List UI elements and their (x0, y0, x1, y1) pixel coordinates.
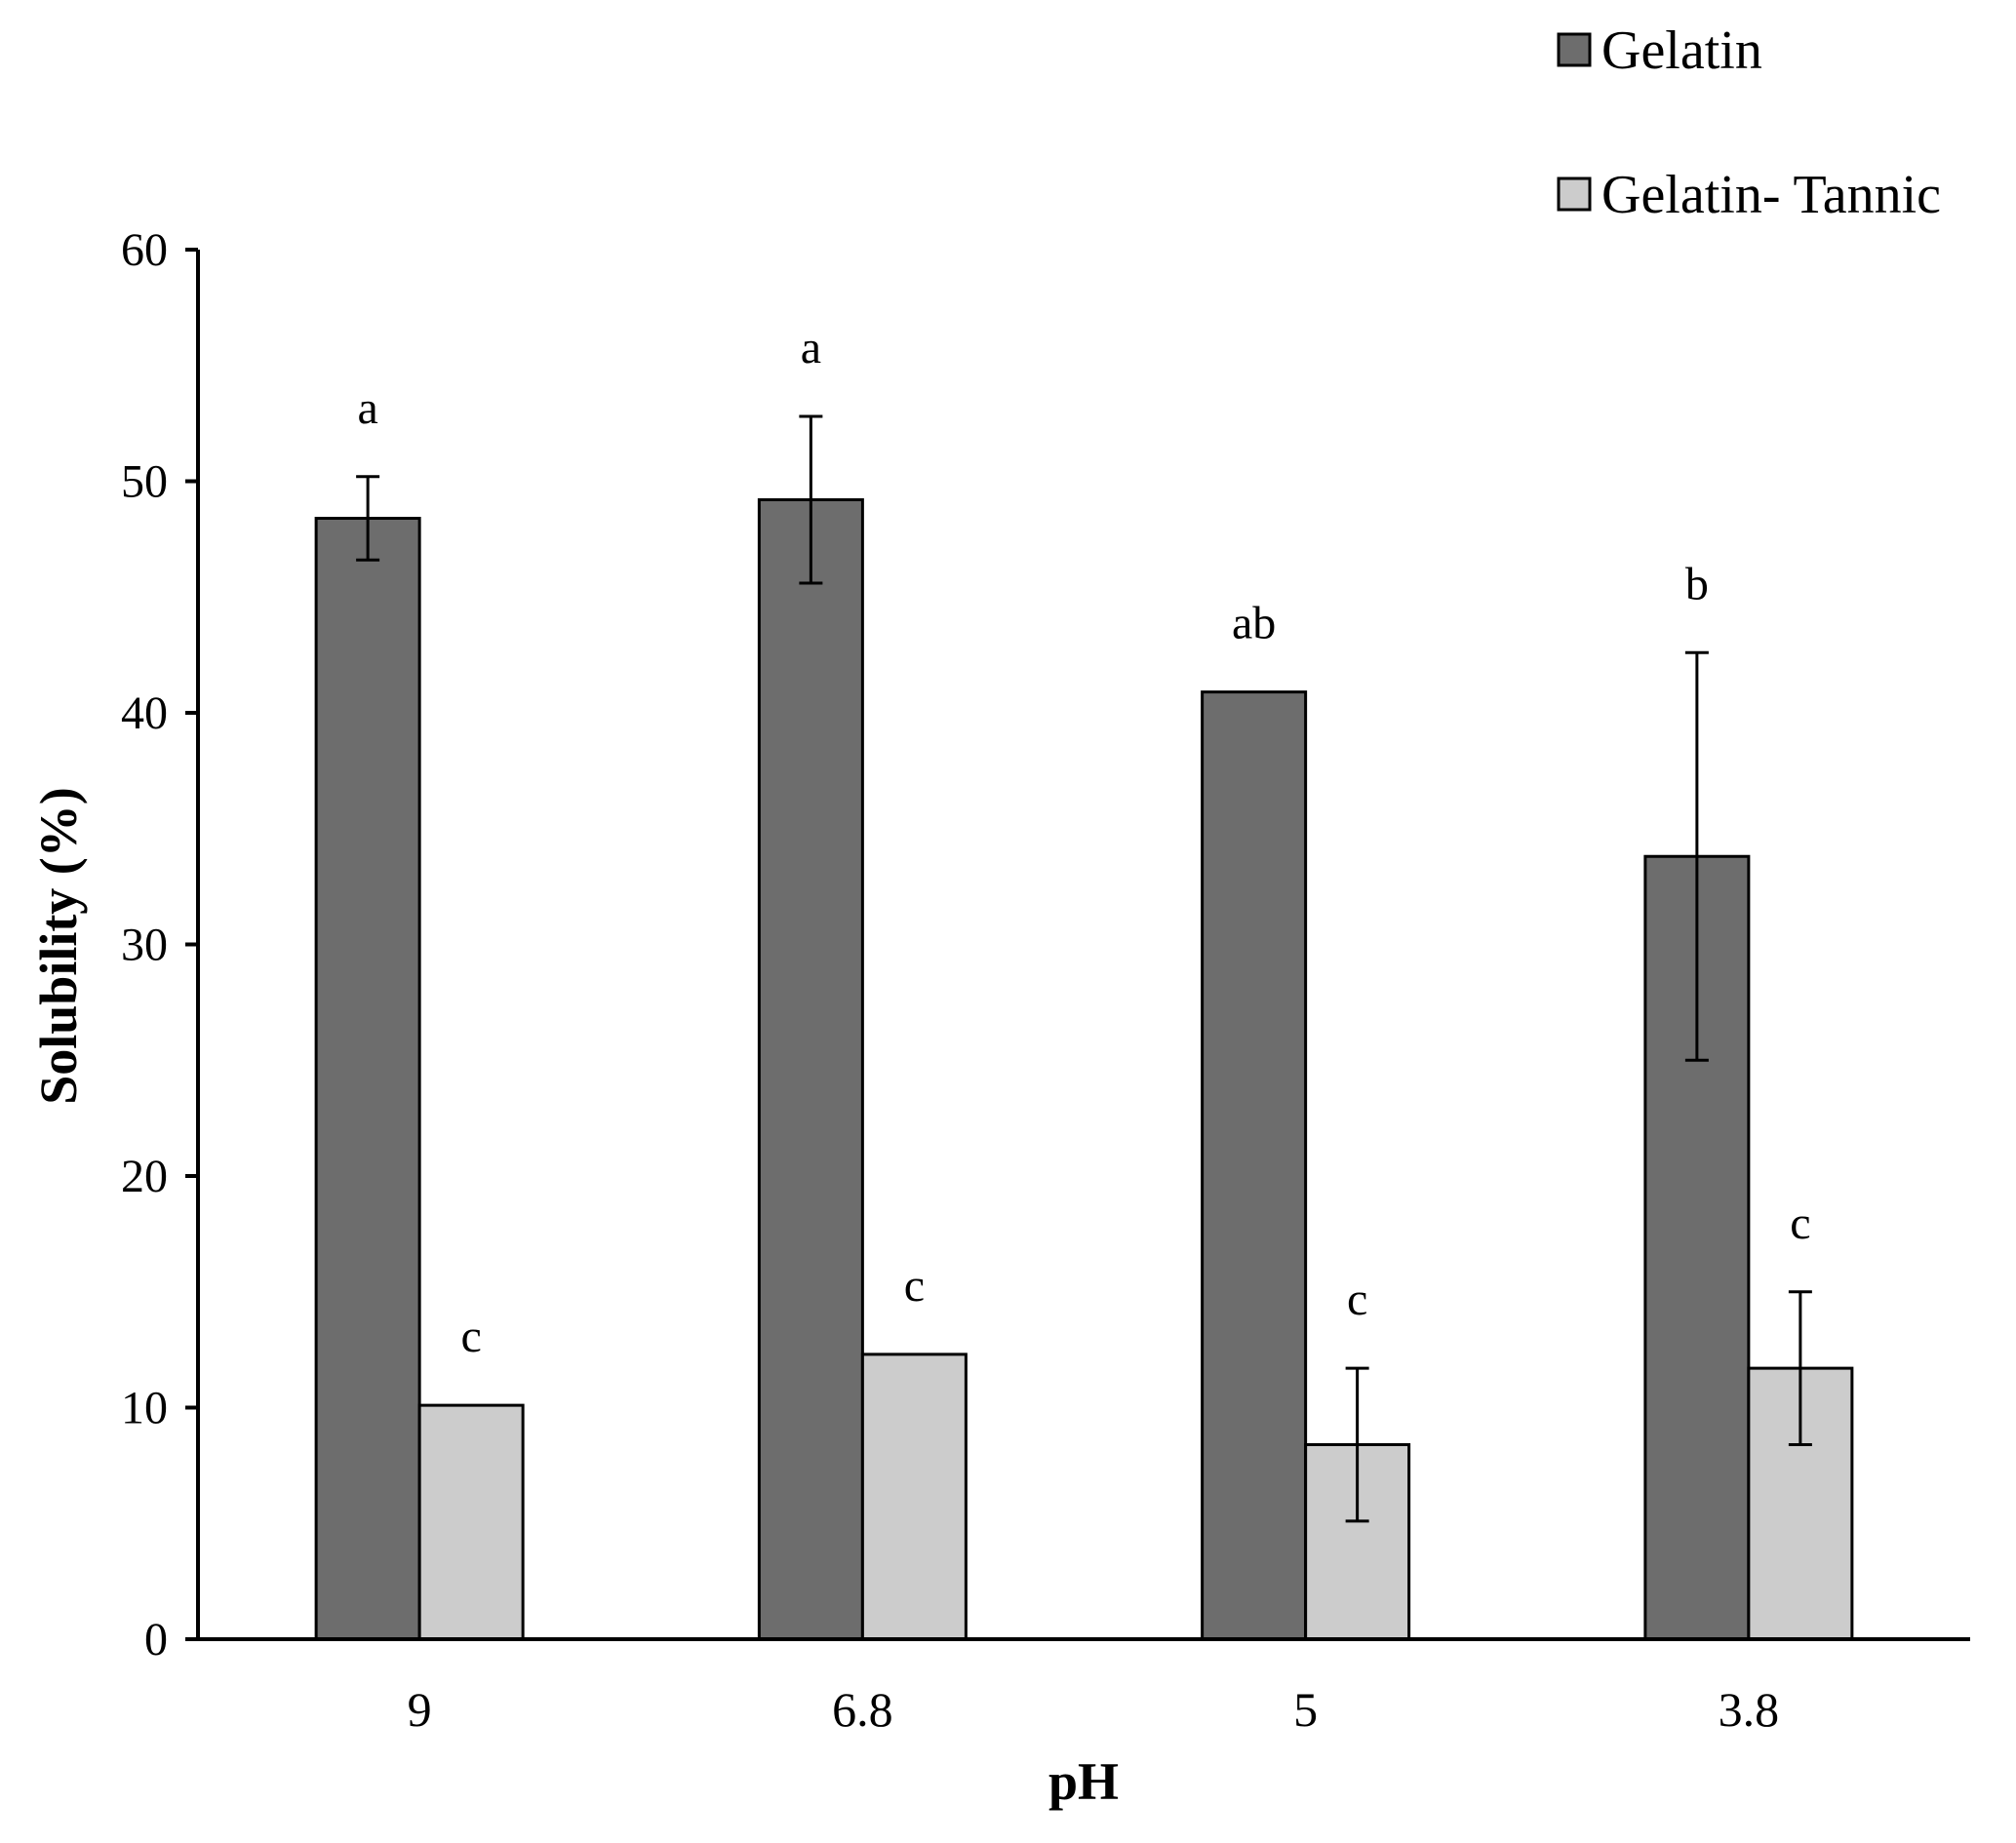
significance-label: ab (1232, 598, 1276, 649)
bar-gelatin-tannic (860, 1353, 968, 1641)
bar-gelatin-tannic (417, 1403, 525, 1641)
y-tick-label: 20 (121, 1151, 168, 1202)
significance-labels-layer: a c a c ab c b c (357, 322, 1810, 1362)
bars-layer (314, 498, 1854, 1641)
legend-swatch-gelatin-tannic (1557, 176, 1592, 212)
bar-gelatin (314, 517, 421, 1641)
significance-label: c (1790, 1197, 1810, 1249)
significance-label: c (904, 1260, 925, 1312)
x-tick-label: 5 (1293, 1682, 1318, 1737)
significance-label: a (801, 322, 821, 373)
y-ticks-layer: 0 10 20 30 40 50 60 (121, 224, 198, 1666)
y-tick-label: 30 (121, 920, 168, 971)
legend: Gelatin Gelatin- Tannic (1557, 20, 1941, 225)
y-tick-label: 40 (121, 687, 168, 739)
x-tick-label: 9 (408, 1682, 432, 1737)
y-tick-label: 0 (144, 1614, 168, 1666)
x-tick-labels-layer: 9 6.8 5 3.8 (408, 1682, 1780, 1737)
legend-swatch-gelatin (1557, 32, 1592, 67)
y-tick-label: 60 (121, 224, 168, 276)
x-axis-title: pH (1048, 1752, 1119, 1811)
bar-gelatin (1201, 690, 1308, 1641)
significance-label: c (1347, 1274, 1367, 1325)
x-tick-label: 3.8 (1719, 1682, 1780, 1737)
legend-label-gelatin-tannic: Gelatin- Tannic (1601, 165, 1941, 225)
significance-label: a (357, 382, 377, 434)
y-tick-label: 50 (121, 456, 168, 508)
y-axis-title: Solubility (%) (29, 787, 88, 1105)
x-tick-label: 6.8 (832, 1682, 893, 1737)
bar-gelatin (757, 498, 864, 1641)
significance-label: c (460, 1311, 481, 1362)
significance-label: b (1685, 558, 1709, 609)
legend-label-gelatin: Gelatin (1601, 20, 1762, 81)
y-tick-label: 10 (121, 1383, 168, 1434)
error-bars-layer (356, 414, 1812, 1523)
